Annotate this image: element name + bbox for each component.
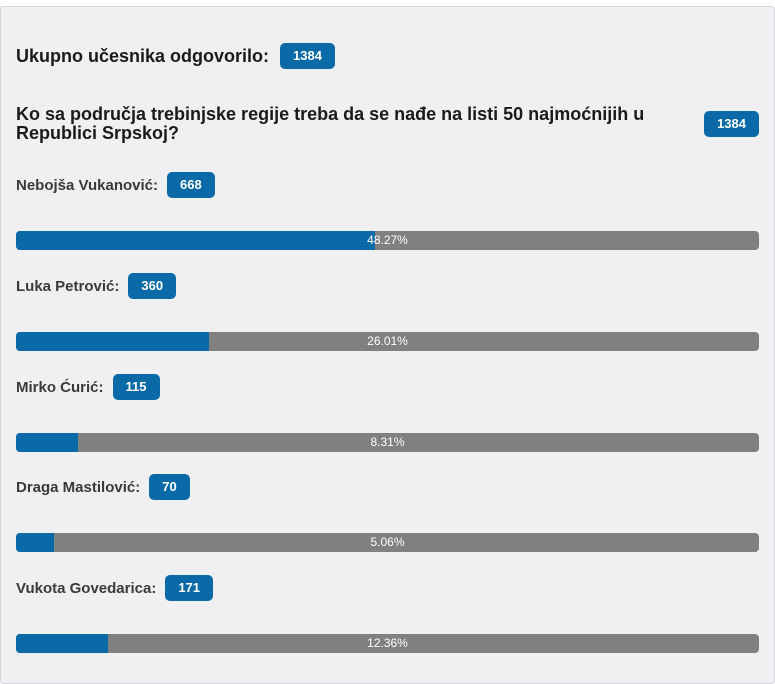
answer-percent-text: 12.36% [367, 636, 408, 650]
answer-progress-bar: 5.06% [16, 533, 759, 552]
answer-percent-text: 5.06% [370, 535, 405, 549]
answer-count-badge: 668 [167, 172, 215, 198]
answer-count-badge: 360 [128, 273, 177, 299]
answer-label: Draga Mastilović: [16, 478, 141, 496]
answer-item: Vukota Govedarica: 171 12.36% [16, 575, 759, 653]
total-respondents-row: Ukupno učesnika odgovorilo: 1384 [16, 43, 335, 69]
answer-count-badge: 70 [149, 474, 190, 500]
answer-progress-bar: 8.31% [16, 433, 759, 452]
answer-count-badge: 171 [165, 575, 214, 601]
answer-label: Vukota Govedarica: [16, 579, 157, 597]
question-count-badge: 1384 [704, 111, 759, 137]
answer-item: Draga Mastilović: 70 5.06% [16, 474, 759, 552]
answer-percent-text: 26.01% [367, 334, 408, 348]
answer-label: Nebojša Vukanović: [16, 176, 158, 194]
answer-percent-text: 48.27% [367, 233, 408, 247]
answer-progress-bar: 26.01% [16, 332, 759, 351]
answer-item: Luka Petrović: 360 26.01% [16, 273, 759, 351]
answer-progress-bar: 12.36% [16, 634, 759, 653]
total-respondents-label: Ukupno učesnika odgovorilo: [16, 45, 270, 66]
answer-progress-fill [16, 332, 210, 351]
answer-progress-fill [16, 433, 78, 452]
answer-progress-fill [16, 533, 54, 552]
answer-progress-fill [16, 231, 375, 250]
question-row: Ko sa područja trebinjske regije treba d… [16, 105, 759, 143]
total-respondents-badge: 1384 [280, 43, 335, 69]
answer-percent-text: 8.31% [370, 435, 405, 449]
answer-progress-bar: 48.27% [16, 231, 759, 250]
poll-results-panel: Ukupno učesnika odgovorilo: 1384 Ko sa p… [0, 6, 775, 684]
answer-label: Mirko Ćurić: [16, 378, 104, 396]
poll-question: Ko sa područja trebinjske regije treba d… [16, 104, 645, 143]
answer-item: Nebojša Vukanović: 668 48.27% [16, 172, 759, 250]
answer-label: Luka Petrović: [16, 277, 120, 295]
answer-count-badge: 115 [112, 374, 160, 400]
answer-item: Mirko Ćurić: 115 8.31% [16, 374, 759, 452]
answer-progress-fill [16, 634, 108, 653]
